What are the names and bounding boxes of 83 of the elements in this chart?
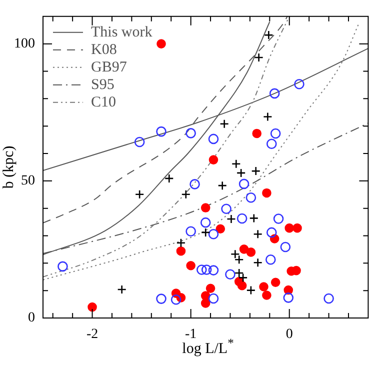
y-tick-label: 0 bbox=[28, 310, 35, 326]
point bbox=[269, 88, 280, 99]
point bbox=[246, 286, 256, 295]
point bbox=[196, 264, 207, 275]
point bbox=[292, 266, 301, 276]
point bbox=[208, 293, 219, 304]
point bbox=[181, 190, 191, 199]
point bbox=[156, 294, 166, 304]
point bbox=[253, 229, 262, 239]
point bbox=[273, 214, 284, 224]
point bbox=[225, 269, 236, 280]
point bbox=[201, 264, 212, 275]
y-tick-label: 100 bbox=[14, 36, 35, 52]
point bbox=[292, 223, 302, 233]
legend-label: S95 bbox=[91, 76, 114, 93]
point bbox=[216, 224, 226, 234]
point bbox=[294, 78, 304, 90]
point bbox=[237, 280, 247, 290]
legend-label: GB97 bbox=[91, 59, 128, 76]
point bbox=[254, 52, 264, 62]
point bbox=[200, 298, 210, 308]
point bbox=[156, 126, 166, 137]
point bbox=[253, 258, 262, 268]
legend-label: C10 bbox=[91, 94, 116, 110]
point bbox=[221, 204, 232, 214]
point bbox=[284, 223, 294, 233]
point bbox=[134, 190, 144, 199]
point bbox=[251, 166, 261, 176]
legend-label: K08 bbox=[91, 42, 117, 58]
y-axis-title: b (kpc) bbox=[0, 146, 17, 189]
point bbox=[208, 134, 219, 144]
line-series bbox=[43, 24, 359, 280]
legend-label: This work bbox=[91, 24, 153, 40]
point bbox=[226, 214, 236, 224]
point bbox=[259, 282, 268, 292]
point bbox=[200, 217, 211, 228]
point bbox=[246, 192, 256, 203]
point bbox=[265, 254, 276, 265]
point bbox=[186, 260, 196, 270]
point bbox=[283, 292, 294, 303]
point bbox=[324, 293, 334, 304]
y-tick-label: 50 bbox=[21, 174, 35, 189]
point bbox=[236, 168, 246, 178]
x-tick-label: -2 bbox=[86, 327, 98, 342]
point bbox=[284, 285, 294, 295]
point bbox=[208, 265, 219, 276]
point bbox=[156, 39, 166, 48]
point bbox=[88, 302, 97, 312]
point bbox=[262, 188, 272, 198]
point bbox=[266, 227, 277, 238]
point bbox=[264, 30, 274, 40]
point bbox=[249, 214, 259, 223]
point bbox=[208, 228, 219, 240]
point bbox=[246, 248, 256, 257]
point bbox=[236, 213, 248, 224]
x-tick-label: 0 bbox=[286, 327, 293, 342]
point bbox=[252, 128, 262, 138]
point bbox=[266, 138, 277, 150]
point bbox=[200, 203, 210, 212]
point bbox=[232, 159, 241, 169]
point bbox=[220, 119, 229, 129]
point bbox=[206, 284, 216, 294]
point bbox=[58, 261, 68, 272]
point bbox=[170, 294, 182, 305]
point bbox=[164, 174, 174, 184]
point bbox=[190, 179, 200, 190]
point bbox=[270, 128, 281, 139]
point bbox=[176, 238, 186, 248]
point bbox=[208, 155, 218, 164]
point bbox=[117, 284, 126, 294]
point bbox=[239, 244, 249, 254]
point bbox=[176, 246, 186, 256]
point bbox=[186, 128, 196, 138]
point bbox=[238, 178, 250, 190]
point bbox=[134, 136, 145, 148]
point bbox=[262, 290, 272, 300]
point bbox=[270, 278, 280, 288]
x-tick-label: -1 bbox=[184, 327, 197, 342]
point bbox=[280, 242, 291, 252]
point bbox=[186, 226, 196, 237]
point bbox=[200, 228, 210, 238]
point bbox=[218, 180, 228, 190]
point bbox=[263, 112, 272, 122]
